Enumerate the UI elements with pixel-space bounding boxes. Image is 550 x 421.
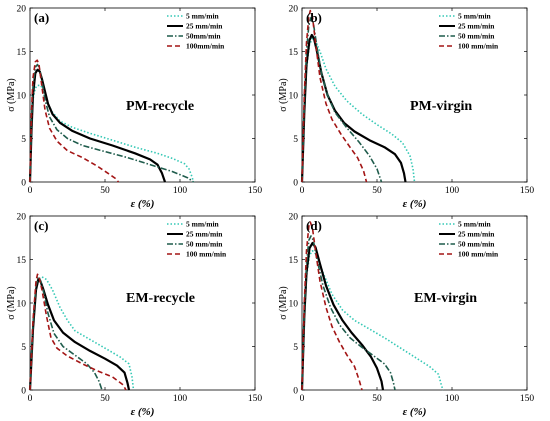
y-axis-label: σ (MPa) bbox=[6, 78, 17, 111]
y-tick-label: 15 bbox=[289, 256, 299, 266]
series-line-3 bbox=[29, 276, 103, 391]
series-line-2 bbox=[28, 68, 167, 183]
series-line-2 bbox=[28, 278, 131, 391]
y-tick-label: 10 bbox=[17, 299, 27, 309]
series-line-3 bbox=[301, 235, 396, 391]
panel-label: (c) bbox=[34, 218, 48, 233]
y-tick-label: 20 bbox=[17, 4, 27, 14]
y-axis-label: σ (MPa) bbox=[278, 286, 289, 319]
chart-panel-4: 0 50 100 150 0 5 10 15 20 ε (%) σ (MPa) (d) EM-virgi… bbox=[278, 212, 534, 418]
y-tick-label: 10 bbox=[289, 91, 299, 101]
x-tick-label: 150 bbox=[248, 186, 263, 196]
legend-entry: 5 mm/min bbox=[186, 12, 220, 21]
legend-entry: 5 mm/min bbox=[458, 12, 492, 21]
legend-entry: 100 mm/min bbox=[458, 250, 499, 259]
panel-title: EM-recycle bbox=[126, 291, 195, 306]
legend-entry: 50 mm/min bbox=[186, 240, 223, 249]
legend-entry: 50 mm/min bbox=[458, 32, 495, 41]
x-tick-label: 0 bbox=[28, 394, 33, 404]
legend-entry: 5 mm/min bbox=[458, 220, 492, 229]
x-tick-label: 0 bbox=[28, 186, 33, 196]
x-axis-label: ε (%) bbox=[131, 406, 155, 418]
x-tick-label: 50 bbox=[100, 394, 110, 404]
panel-label: (b) bbox=[306, 10, 322, 25]
x-tick-label: 150 bbox=[520, 186, 535, 196]
chart-panel-3: 0 50 100 150 0 5 10 15 20 ε (%) σ (MPa) (c) EM-recyc… bbox=[6, 212, 262, 418]
x-tick-label: 100 bbox=[445, 186, 460, 196]
series-line-4 bbox=[301, 221, 363, 391]
series-line-4 bbox=[301, 9, 368, 183]
y-tick-label: 10 bbox=[17, 91, 27, 101]
y-tick-label: 20 bbox=[289, 212, 299, 222]
x-axis-label: ε (%) bbox=[403, 198, 427, 210]
legend-entry: 5 mm/min bbox=[186, 220, 220, 229]
x-axis-label: ε (%) bbox=[403, 406, 427, 418]
series-line-2 bbox=[300, 241, 385, 391]
series-line-1 bbox=[29, 84, 195, 183]
y-tick-label: 0 bbox=[21, 178, 26, 188]
y-tick-label: 5 bbox=[21, 343, 26, 353]
y-axis-label: σ (MPa) bbox=[278, 78, 289, 111]
x-axis-label: ε (%) bbox=[131, 198, 155, 210]
panel-label: (d) bbox=[306, 218, 322, 233]
x-tick-label: 50 bbox=[372, 186, 382, 196]
series-line-4 bbox=[29, 59, 120, 183]
x-tick-label: 100 bbox=[173, 186, 188, 196]
legend-entry: 100 mm/min bbox=[186, 250, 227, 259]
panel-label: (a) bbox=[34, 10, 49, 25]
x-tick-label: 100 bbox=[173, 394, 188, 404]
y-tick-label: 15 bbox=[289, 48, 299, 58]
y-tick-label: 0 bbox=[293, 386, 298, 396]
legend-entry: 25 mm/min bbox=[186, 230, 223, 239]
series-line-2 bbox=[300, 33, 407, 183]
legend-entry: 100mm/min bbox=[186, 42, 225, 51]
series-line-3 bbox=[29, 63, 194, 183]
x-tick-label: 150 bbox=[520, 394, 535, 404]
y-tick-label: 15 bbox=[17, 256, 27, 266]
legend-entry: 25 mm/min bbox=[458, 22, 495, 31]
panel-title: EM-virgin bbox=[414, 291, 477, 306]
y-tick-label: 5 bbox=[293, 343, 298, 353]
x-tick-label: 150 bbox=[248, 394, 263, 404]
legend-entry: 25 mm/min bbox=[458, 230, 495, 239]
y-tick-label: 20 bbox=[17, 212, 27, 222]
x-tick-label: 0 bbox=[300, 394, 305, 404]
y-tick-label: 5 bbox=[21, 135, 26, 145]
legend-entry: 100 mm/min bbox=[458, 42, 499, 51]
y-tick-label: 0 bbox=[21, 386, 26, 396]
x-tick-label: 100 bbox=[445, 394, 460, 404]
legend-entry: 25 mm/min bbox=[186, 22, 223, 31]
y-tick-label: 20 bbox=[289, 4, 299, 14]
chart-panel-2: 0 50 100 150 0 5 10 15 20 ε (%) σ (MPa) (b) PM-virgi… bbox=[278, 4, 534, 210]
y-axis-label: σ (MPa) bbox=[6, 286, 17, 319]
y-tick-label: 10 bbox=[289, 299, 299, 309]
x-tick-label: 50 bbox=[100, 186, 110, 196]
y-tick-label: 0 bbox=[293, 178, 298, 188]
x-tick-label: 50 bbox=[372, 394, 382, 404]
y-tick-label: 15 bbox=[17, 48, 27, 58]
panel-title: PM-virgin bbox=[410, 99, 472, 114]
legend-entry: 50 mm/min bbox=[458, 240, 495, 249]
legend-entry: 50mm/min bbox=[186, 32, 221, 41]
series-line-4 bbox=[29, 273, 127, 391]
panel-title: PM-recycle bbox=[126, 99, 194, 114]
y-tick-label: 5 bbox=[293, 135, 298, 145]
x-tick-label: 0 bbox=[300, 186, 305, 196]
chart-panel-1: 0 50 100 150 0 5 10 15 20 ε (%) σ (MPa) (a) PM-recyc… bbox=[6, 4, 262, 210]
